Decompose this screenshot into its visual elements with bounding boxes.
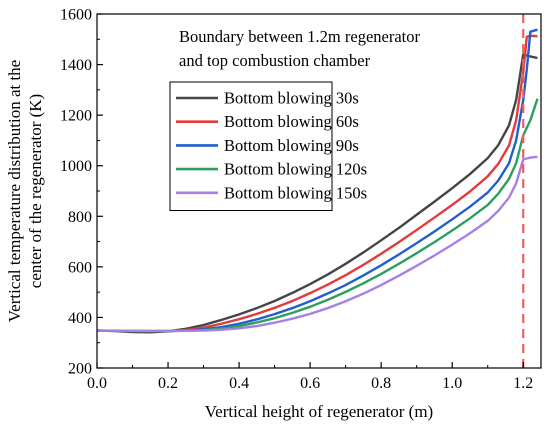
x-axis-title: Vertical height of regenerator (m) <box>205 402 433 421</box>
legend-label-1: Bottom blowing 30s <box>224 89 359 108</box>
y-tick-label: 1000 <box>60 158 92 175</box>
x-tick-label: 0.4 <box>229 375 249 392</box>
y-axis-title-line-1: Vertical temperature distribution at the <box>5 60 24 322</box>
x-tick-labels: 0.0 0.2 0.4 0.6 0.8 1.0 1.2 <box>87 375 533 392</box>
boundary-annotation-line-2: and top combustion chamber <box>179 51 371 70</box>
y-tick-label: 1200 <box>60 108 92 125</box>
legend-label-3: Bottom blowing 90s <box>224 136 359 155</box>
boundary-annotation-line-1: Boundary between 1.2m regenerator <box>179 27 420 46</box>
legend-label-5: Bottom blowing 150s <box>224 183 367 202</box>
y-axis-title-line-2: center of the regenerator (K) <box>26 94 45 288</box>
x-tick-label: 1.0 <box>442 375 462 392</box>
y-tick-label: 1600 <box>60 7 92 24</box>
x-tick-label: 0.0 <box>87 375 107 392</box>
series-line-5 <box>97 155 538 333</box>
legend-label-2: Bottom blowing 60s <box>224 112 359 131</box>
y-axis-title: Vertical temperature distribution at the… <box>5 60 45 322</box>
axis-ticks-group <box>96 13 524 369</box>
y-tick-label: 1400 <box>60 57 92 74</box>
legend-label-4: Bottom blowing 120s <box>224 160 367 179</box>
y-tick-label: 600 <box>68 259 92 276</box>
y-tick-label: 800 <box>68 209 92 226</box>
y-tick-labels: 200 400 600 800 1000 1200 1400 1600 <box>60 7 92 378</box>
x-tick-label: 0.2 <box>158 375 178 392</box>
y-tick-label: 400 <box>68 310 92 327</box>
chart-legend: Bottom blowing 30s Bottom blowing 60s Bott… <box>169 81 367 211</box>
plot-series-group <box>97 28 539 334</box>
x-tick-label: 0.6 <box>300 375 320 392</box>
x-tick-label: 0.8 <box>371 375 391 392</box>
x-tick-label: 1.2 <box>513 375 533 392</box>
y-tick-label: 200 <box>68 361 92 378</box>
